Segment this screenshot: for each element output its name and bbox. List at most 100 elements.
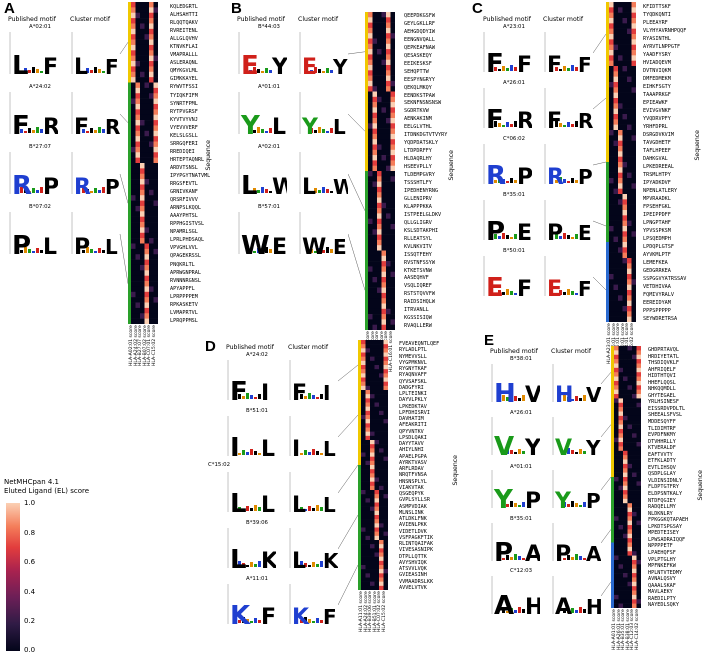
anchor-residue-pomega: P — [105, 175, 120, 198]
panel-label: A — [4, 0, 15, 17]
allele-label: B*39:06 — [246, 520, 268, 526]
sequence-label: ASMPVDIAK — [399, 503, 427, 510]
colorbar-tick: 0.2 — [24, 617, 36, 625]
connector-line — [600, 424, 612, 438]
sequence-label: HSEEVPLLY — [404, 164, 432, 171]
sequence-label: VSFPAGKFTIK — [399, 534, 434, 541]
anchor-residue-p2: F — [230, 377, 248, 404]
connector-line — [592, 276, 607, 291]
connector-line — [600, 372, 612, 385]
sequence-label: RLLEATSYL — [404, 235, 432, 242]
allele-label: A*02:01 — [258, 144, 280, 150]
sequence-label: YRLHSINESF — [648, 399, 679, 406]
sequence-label: RPPHGISTVSL — [170, 221, 205, 228]
anchor-residue-pomega: F — [578, 53, 592, 76]
sequence-label: ASLERAQNL — [170, 60, 198, 67]
sequence-label: QYVSAFSKL — [399, 378, 427, 385]
sequence-label: SEHQPTTW — [404, 68, 429, 75]
sequence-label: EVIVGVNKF — [643, 108, 671, 114]
sequence-label: SGDRTKVW — [404, 108, 429, 115]
sequence-label: SYNRTFPML — [170, 100, 198, 107]
anchor-residue-p2: I — [292, 437, 300, 460]
anchor-residue-pomega: Y — [332, 55, 348, 78]
connector-line — [347, 51, 366, 55]
sequence-list: KQLEDGRTL ALHSAHTTI RLQQTQAKV RVREITENL ALLG… — [170, 3, 210, 325]
sequence-label: HHEFLQQSL — [648, 379, 676, 386]
anchor-residue-pomega: I — [261, 381, 269, 404]
allele-label: A*01:01 — [510, 464, 532, 470]
colorbar-tick: 0.0 — [24, 646, 36, 654]
allele-label: C*15:02 — [208, 462, 230, 468]
sequence-label: TLIDIMTRF — [648, 425, 676, 432]
connector-line — [600, 529, 612, 544]
colorbar-title-line1: NetMHCpan 4.1 — [4, 478, 60, 486]
sequence-label: IPYPGYTNATVML — [170, 172, 211, 179]
colorbar-title-line2: Eluted Ligand (EL) score — [4, 486, 90, 495]
sequence-label: VVMAADRSLKK — [399, 578, 434, 585]
sequence-label: EVPDFNKMY — [648, 432, 676, 439]
sequence-label: DSRGDVKVIM — [643, 132, 674, 138]
sequence-label: QEKQLMKQY — [404, 84, 432, 91]
sequence-label: KTNVKFLAI — [170, 44, 198, 51]
anchor-residue-p2: W — [302, 235, 326, 258]
sequence-label: NHKQQMDLL — [648, 386, 676, 393]
sequence-label: MAVLAEKY — [648, 589, 673, 596]
heatmap-svg — [611, 346, 641, 608]
connector-line — [119, 233, 129, 284]
allele-label: B*44:03 — [258, 24, 280, 30]
anchor-residue-p2: H — [555, 383, 573, 406]
anchor-residue-pomega: P — [586, 489, 601, 512]
anchor-residue-pomega: L — [323, 493, 336, 516]
sequence-label: SEKNFNSNSNSW — [404, 100, 442, 107]
cluster-color-bar — [365, 12, 368, 92]
sequence-label: VLYHYAVRNHPQQF — [643, 28, 687, 34]
anchor-residue-p2: Y — [240, 111, 261, 138]
sequence-label: KGSSISIQW — [404, 315, 432, 322]
anchor-residue-pomega: K — [261, 549, 276, 572]
heatmap-column-label: HLA-C16:01 score — [388, 331, 394, 373]
sequence-label: LPNGPTAHF — [643, 220, 671, 226]
anchor-residue-pomega: F — [517, 277, 532, 300]
el-score-heatmap — [365, 12, 395, 330]
sequence-label: FPKGGKQTAPAEH — [648, 517, 689, 524]
anchor-residue-pomega: F — [105, 55, 119, 78]
anchor-residue-p2: V — [494, 432, 514, 459]
anchor-residue-p2: E — [241, 51, 259, 78]
allele-label: A*26:01 — [503, 80, 525, 86]
anchor-residue-pomega: W — [272, 175, 287, 198]
heatmap-x-labels: HLA-A11:01 score HLA-A24:02 score HLA-B39:… — [359, 591, 387, 632]
cluster-color-bar — [611, 411, 614, 477]
sequence-label: EIHKFSGTY — [643, 84, 671, 90]
el-score-heatmap — [128, 2, 158, 324]
panel-label: D — [205, 338, 216, 355]
anchor-residue-pomega: L — [43, 235, 57, 258]
cluster-color-bar — [611, 542, 614, 608]
anchor-residue-pomega: L — [333, 115, 346, 138]
sequence-label: AYRVTLNPPGTF — [643, 44, 681, 50]
allele-label: B*07:02 — [29, 204, 51, 210]
sequence-label: VYGPMKNVL — [399, 359, 427, 366]
sequence-label: ARDVTSNSL — [170, 164, 198, 171]
colorbar-tick: 0.4 — [24, 588, 36, 596]
sequence-label: AFEAKRITI — [399, 422, 427, 429]
sequence-label: LPSDLQAKI — [399, 434, 427, 441]
sequence-label: DAYYTAVV — [399, 441, 424, 447]
sequence-label: RVREITENL — [170, 28, 198, 35]
anchor-residue-p2: L — [12, 51, 29, 78]
sequence-label: NYMEVVSLL — [399, 353, 427, 360]
cluster-color-bar — [358, 527, 361, 590]
cluster-motif-header: Cluster motif — [298, 16, 339, 23]
anchor-residue-p2: R — [486, 161, 506, 188]
sequence-label: LPKEDKTAV — [399, 403, 427, 410]
